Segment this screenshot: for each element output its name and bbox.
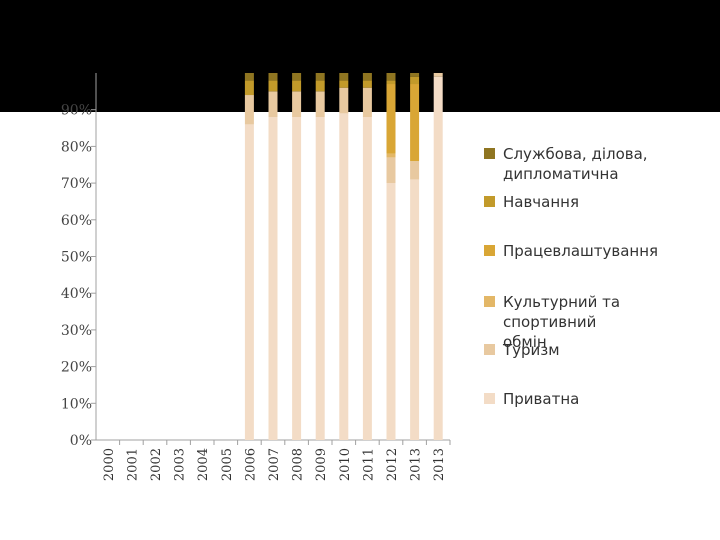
legend-swatch bbox=[484, 196, 495, 207]
bar-segment bbox=[244, 80, 254, 96]
bar-segment bbox=[268, 73, 278, 81]
bar-segment bbox=[268, 117, 278, 440]
x-tick-label: 2005 bbox=[220, 448, 235, 481]
bar-segment bbox=[339, 87, 349, 114]
bar-segment bbox=[268, 80, 278, 92]
bar-segment bbox=[386, 80, 396, 85]
bar-segment bbox=[362, 87, 372, 118]
bar-segment bbox=[386, 153, 396, 158]
x-tick-label: 2000 bbox=[102, 448, 117, 481]
bar-segment bbox=[339, 113, 349, 441]
bar-segment bbox=[386, 183, 396, 440]
bar-segment bbox=[433, 76, 443, 441]
legend: Службова, ділова, дипломатична Навчання Пр… bbox=[484, 140, 714, 420]
x-tick-label: 2013 bbox=[409, 448, 424, 481]
legend-swatch bbox=[484, 245, 495, 256]
bar-segment bbox=[244, 124, 254, 440]
bar-segment bbox=[292, 80, 302, 92]
legend-label: Приватна bbox=[503, 390, 580, 408]
y-tick-label: 80% bbox=[61, 139, 92, 155]
x-tick-label: 2001 bbox=[125, 448, 140, 481]
bar-segment bbox=[244, 95, 254, 125]
bar-segment bbox=[292, 117, 302, 440]
y-tick-label: 90% bbox=[61, 103, 92, 119]
y-tick-label: 40% bbox=[61, 286, 92, 302]
title-band bbox=[0, 0, 720, 112]
x-tick-label: 2010 bbox=[338, 448, 353, 481]
legend-item: Працевлаштування bbox=[484, 241, 658, 261]
legend-label: Працевлаштування bbox=[503, 242, 659, 260]
x-tick-label: 2008 bbox=[291, 448, 306, 481]
legend-item: Культурний та спортивний обмін bbox=[484, 292, 643, 352]
x-tick-label: 2004 bbox=[196, 448, 211, 481]
bar-segment bbox=[315, 73, 325, 81]
legend-item: Приватна bbox=[484, 389, 579, 409]
legend-swatch bbox=[484, 393, 495, 404]
legend-item: Туризм bbox=[484, 340, 560, 360]
bar-segment bbox=[386, 157, 396, 184]
y-tick-label: 30% bbox=[61, 323, 92, 339]
bar-segment bbox=[315, 117, 325, 440]
bar-segment bbox=[410, 73, 420, 77]
legend-swatch bbox=[484, 148, 495, 159]
legend-item: Службова, ділова, дипломатична bbox=[484, 144, 653, 184]
bar-segment bbox=[410, 76, 420, 85]
legend-label: Службова, ділова, дипломатична bbox=[503, 145, 648, 183]
legend-swatch bbox=[484, 296, 495, 307]
bar-segment bbox=[410, 161, 420, 180]
x-tick-label: 2009 bbox=[314, 448, 329, 481]
bar-segment bbox=[339, 80, 349, 88]
y-tick-label: 10% bbox=[61, 396, 92, 412]
y-tick-label: 50% bbox=[61, 250, 92, 266]
legend-swatch bbox=[484, 344, 495, 355]
bar-segment bbox=[315, 80, 325, 92]
bar-segment bbox=[315, 91, 325, 118]
legend-item: Навчання bbox=[484, 192, 579, 212]
y-tick-label: 70% bbox=[61, 176, 92, 192]
x-tick-label: 2013 bbox=[432, 448, 447, 481]
bar-segment bbox=[292, 73, 302, 81]
y-tick-label: 60% bbox=[61, 213, 92, 229]
x-tick-label: 2006 bbox=[243, 448, 258, 481]
legend-label: Навчання bbox=[503, 193, 580, 211]
bar-segment bbox=[362, 117, 372, 440]
bar-segment bbox=[244, 73, 254, 81]
bar-segment bbox=[339, 73, 349, 81]
bar-segment bbox=[362, 73, 372, 81]
bar-segment bbox=[386, 84, 396, 154]
bar-segment bbox=[410, 179, 420, 440]
legend-label: Туризм bbox=[503, 341, 560, 359]
y-tick-label: 0% bbox=[70, 433, 92, 449]
bar-segment bbox=[386, 73, 396, 81]
x-tick-label: 2007 bbox=[267, 448, 282, 481]
y-tick-label: 20% bbox=[61, 360, 92, 376]
bar-segment bbox=[292, 91, 302, 118]
bar-segment bbox=[410, 84, 420, 162]
x-tick-label: 2011 bbox=[361, 448, 376, 481]
legend-label: Культурний та спортивний обмін bbox=[503, 293, 621, 351]
bar-segment bbox=[362, 80, 372, 88]
bar-segment bbox=[268, 91, 278, 118]
x-tick-label: 2012 bbox=[385, 448, 400, 481]
x-tick-label: 2002 bbox=[149, 448, 164, 481]
x-tick-label: 2003 bbox=[173, 448, 188, 481]
bar-segment bbox=[433, 73, 443, 77]
